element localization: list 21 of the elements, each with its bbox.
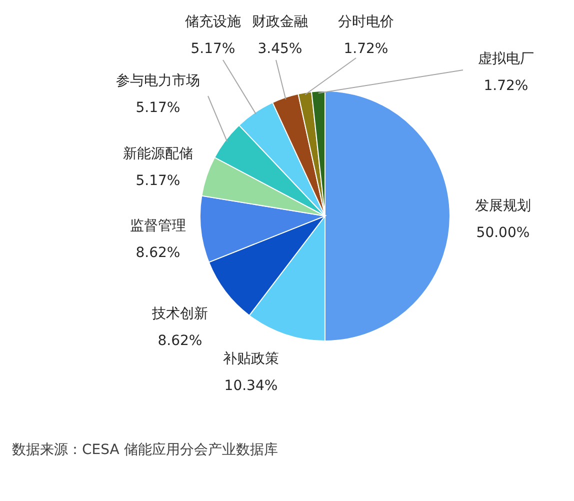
slice-label: 储充设施 [185, 14, 241, 30]
slice-label: 监督管理 [130, 218, 186, 234]
slice-label: 分时电价 [338, 14, 394, 30]
slice-label: 补贴政策 [223, 351, 279, 367]
data-label: 3.45% [258, 41, 302, 57]
data-label: 5.17% [136, 100, 180, 116]
slice-label: 发展规划 [475, 198, 531, 214]
data-label: 10.34% [224, 378, 278, 394]
data-label: 50.00% [476, 225, 530, 241]
source-note: 数据来源：CESA 储能应用分会产业数据库 [12, 442, 278, 458]
slice-label: 虚拟电厂 [478, 51, 534, 67]
data-label: 1.72% [484, 78, 528, 94]
data-label: 1.72% [344, 41, 388, 57]
slice-label: 财政金融 [252, 14, 308, 30]
data-label: 8.62% [158, 333, 202, 349]
data-label: 8.62% [136, 245, 180, 261]
slice-label: 参与电力市场 [116, 73, 200, 89]
slice-label: 技术创新 [151, 306, 208, 322]
data-label: 5.17% [136, 173, 180, 189]
data-label: 5.17% [190, 41, 236, 57]
slice-label: 新能源配储 [123, 146, 193, 162]
